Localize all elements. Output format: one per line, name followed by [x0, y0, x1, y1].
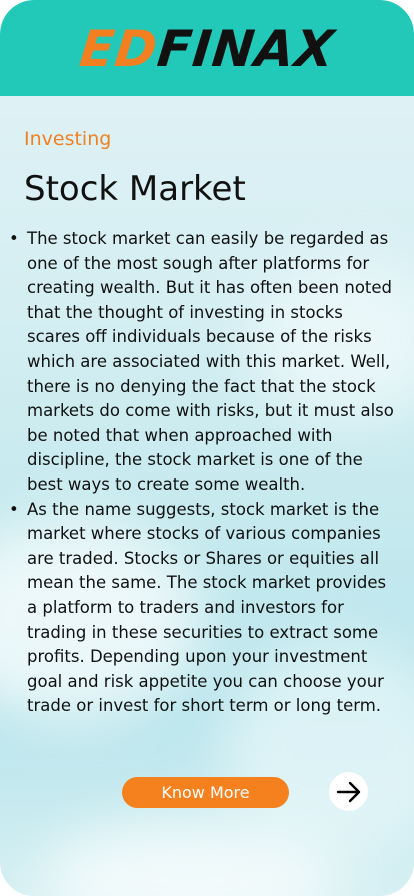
article-category: Investing [24, 128, 112, 150]
article-body: • The stock market can easily be regarde… [6, 227, 400, 719]
app-header: EDFINAX [0, 0, 414, 96]
logo-finax: FINAX [154, 20, 338, 78]
list-item: • The stock market can easily be regarde… [6, 227, 400, 498]
know-more-button[interactable]: Know More [122, 777, 289, 808]
bullet-icon: • [9, 229, 19, 248]
next-button[interactable] [329, 772, 368, 811]
paragraph-text: The stock market can easily be regarded … [27, 229, 394, 494]
arrow-right-icon [336, 781, 360, 802]
page-title: Stock Market [24, 169, 246, 209]
background-cloud [0, 520, 200, 720]
bullet-icon: • [9, 499, 19, 519]
logo-ed: ED [76, 20, 161, 78]
list-item: • As the name suggests, stock market is … [6, 498, 400, 719]
paragraph-text: As the name suggests, stock market is th… [27, 499, 387, 716]
edfinax-logo[interactable]: EDFINAX [77, 20, 338, 78]
background-cloud [220, 640, 414, 860]
background-cloud [250, 260, 414, 420]
